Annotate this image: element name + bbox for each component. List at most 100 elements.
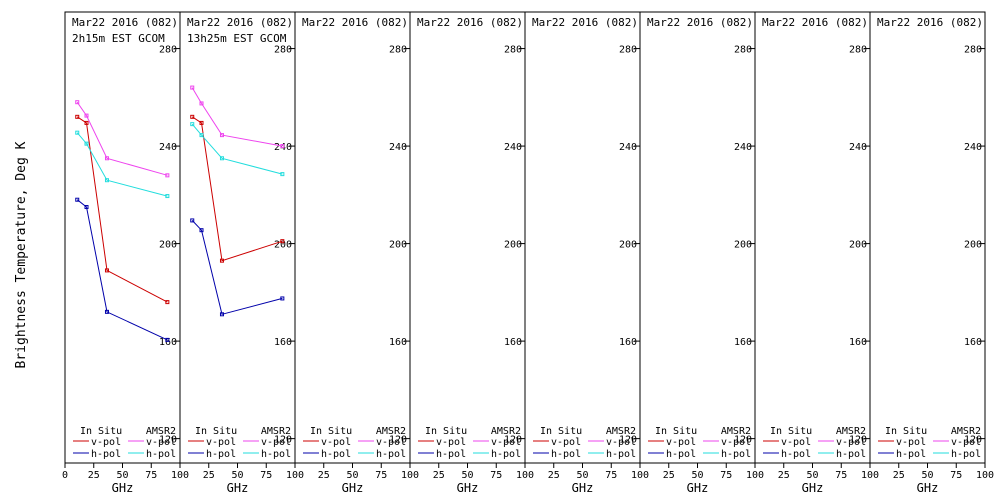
legend-insitu-header: In Situ [425,426,467,437]
panel-title: Mar22 2016 (082) [532,16,638,29]
data-point-insitu_v [280,239,285,244]
y-axis-label: Brightness Temperature, Deg K [14,141,29,368]
y-tick-label: 120 [734,435,752,446]
y-tick-label: 160 [159,337,177,348]
x-axis-label: GHz [457,481,479,495]
series-line-amsr2_v [76,101,168,176]
panel-frame [64,11,181,464]
legend-amsr2-header: AMSR2 [376,426,406,437]
legend-label-amsr2_v: v-pol [491,437,521,448]
x-tick-label: 75 [145,470,157,481]
data-point-insitu_h [280,296,285,301]
y-tick-label: 240 [389,142,407,153]
panel-frame [869,11,986,464]
x-tick-label: 75 [490,470,502,481]
y-tick-label: 120 [504,435,522,446]
data-point-amsr2_v [165,173,170,178]
legend-label-amsr2_v: v-pol [951,437,981,448]
legend-label-insitu_v: v-pol [321,437,351,448]
x-tick-label: 25 [548,470,560,481]
data-point-amsr2_v [75,100,80,105]
series-line-insitu_h [191,220,283,315]
legend-label-insitu_h: h-pol [551,449,581,460]
legend-label-amsr2_h: h-pol [951,449,981,460]
panels-group: Mar22 2016 (082) 2h15m EST GCOM 120 160 200 2… [62,11,994,495]
legend-insitu-header: In Situ [310,426,352,437]
x-tick-label: 75 [950,470,962,481]
series-line-insitu_v [76,116,168,303]
y-tick-label: 160 [389,337,407,348]
y-tick-label: 280 [734,45,752,56]
x-tick-label: 50 [691,470,703,481]
data-point-amsr2_h [84,141,89,146]
x-tick-label: 25 [893,470,905,481]
y-tick-label: 280 [274,45,292,56]
panel-3: Mar22 2016 (082) 120 160 200 240 280 25 50 75 100… [294,11,419,495]
legend-amsr2-header: AMSR2 [951,426,981,437]
y-tick-label: 160 [504,337,522,348]
data-point-insitu_v [165,300,170,305]
y-tick-label: 120 [159,435,177,446]
panel-subtitle: 2h15m EST GCOM [72,32,165,45]
x-axis-label: GHz [917,481,939,495]
x-tick-label: 100 [516,470,534,481]
data-point-insitu_v [190,114,195,119]
data-point-insitu_h [219,312,224,317]
panel-frame [524,11,641,464]
y-tick-label: 200 [389,240,407,251]
legend-label-insitu_h: h-pol [206,449,236,460]
y-tick-label: 160 [274,337,292,348]
data-point-amsr2_v [190,85,195,90]
data-point-amsr2_v [280,144,285,149]
data-point-amsr2_v [219,133,224,138]
panel-title: Mar22 2016 (082) [302,16,408,29]
legend-amsr2-header: AMSR2 [606,426,636,437]
y-tick-label: 240 [849,142,867,153]
legend-insitu-header: In Situ [770,426,812,437]
y-tick-label: 200 [504,240,522,251]
panel-title: Mar22 2016 (082) [72,16,178,29]
series-line-amsr2_v [191,87,283,147]
x-tick-label: 25 [203,470,215,481]
y-tick-label: 200 [159,240,177,251]
legend-insitu-header: In Situ [655,426,697,437]
x-tick-label: 25 [663,470,675,481]
data-point-insitu_h [104,309,109,314]
y-tick-label: 120 [274,435,292,446]
x-tick-label: 25 [88,470,100,481]
legend-label-insitu_v: v-pol [781,437,811,448]
legend-label-insitu_v: v-pol [551,437,581,448]
x-tick-label: 50 [806,470,818,481]
x-tick-label: 50 [921,470,933,481]
data-point-insitu_h [75,197,80,202]
x-tick-label: 25 [318,470,330,481]
x-tick-label: 50 [231,470,243,481]
y-tick-label: 240 [619,142,637,153]
series-line-insitu_h [76,199,168,341]
data-point-insitu_h [199,228,204,233]
data-point-amsr2_h [190,122,195,127]
legend-insitu-header: In Situ [80,426,122,437]
legend-label-insitu_v: v-pol [206,437,236,448]
x-tick-label: 50 [576,470,588,481]
panel-4: Mar22 2016 (082) 120 160 200 240 280 25 50 75 100… [409,11,534,495]
legend-label-amsr2_h: h-pol [606,449,636,460]
data-point-insitu_v [199,120,204,125]
x-tick-label: 0 [62,470,68,481]
data-point-insitu_h [84,205,89,210]
legend-label-amsr2_h: h-pol [836,449,866,460]
panel-2: Mar22 2016 (082) 13h25m EST GCOM 120 160 200… [179,11,304,495]
legend-amsr2-header: AMSR2 [721,426,751,437]
data-point-insitu_h [190,218,195,223]
legend-label-insitu_v: v-pol [666,437,696,448]
series-line-amsr2_h [76,132,168,197]
data-point-amsr2_h [219,156,224,161]
x-tick-label: 100 [171,470,189,481]
legend-amsr2-header: AMSR2 [146,426,176,437]
y-tick-label: 200 [274,240,292,251]
panel-frame [179,11,296,464]
x-axis-label: GHz [687,481,709,495]
panel-frame [294,11,411,464]
x-tick-label: 75 [720,470,732,481]
panel-frame [754,11,871,464]
